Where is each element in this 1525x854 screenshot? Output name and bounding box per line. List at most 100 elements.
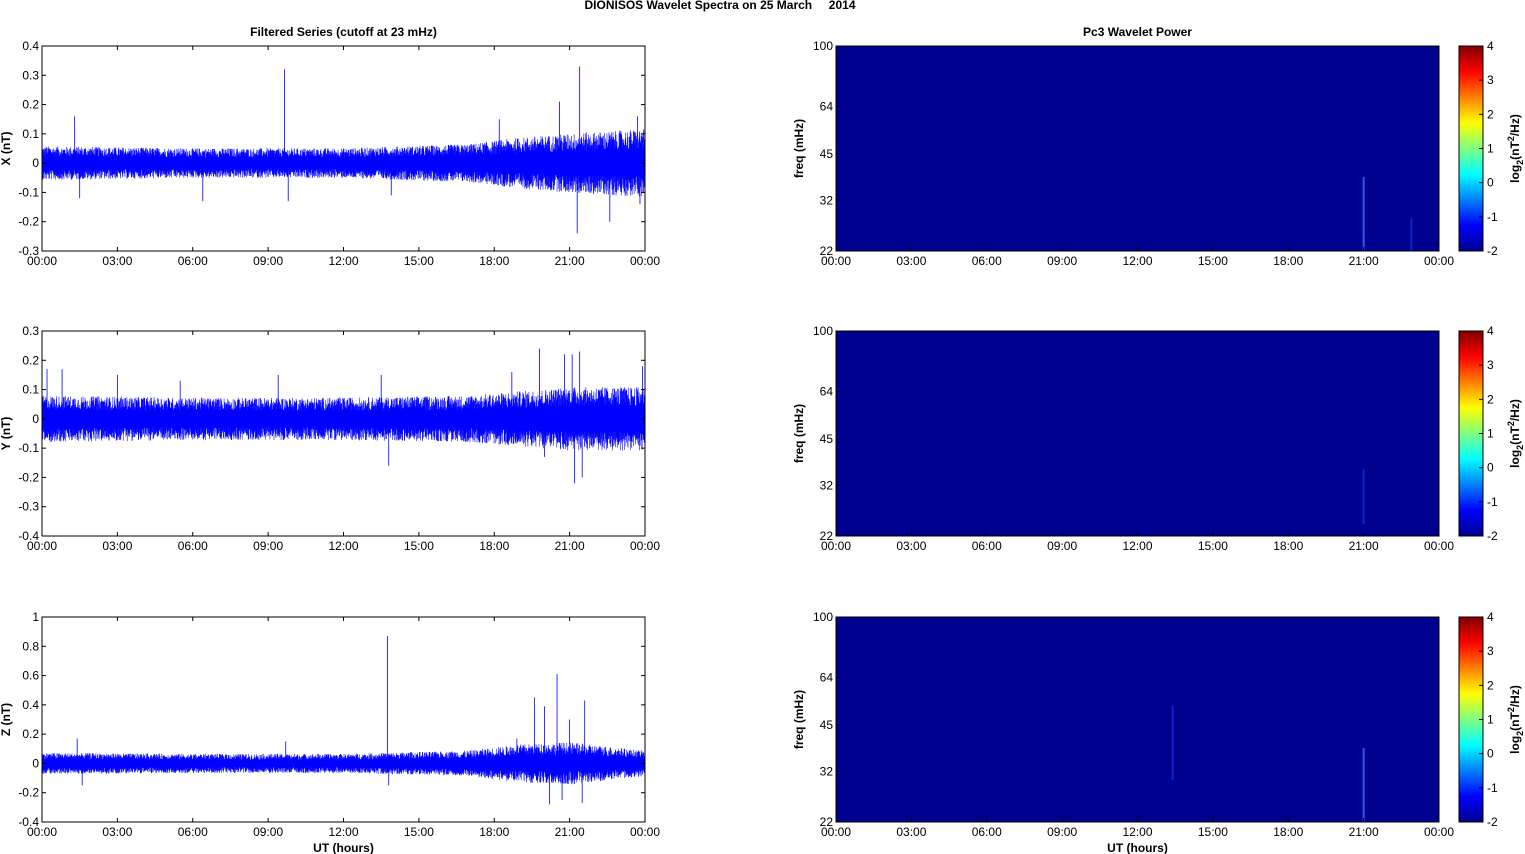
power-feature xyxy=(1171,705,1174,781)
y-tick-label: 0.6 xyxy=(22,669,39,683)
x-tick-label: 06:00 xyxy=(178,825,208,839)
x-tick-label: 18:00 xyxy=(1273,254,1303,268)
colorbar-label-part: /Hz) xyxy=(1508,399,1522,421)
y-tick-label: 32 xyxy=(820,478,834,492)
colorbar-tick-label: -1 xyxy=(1487,210,1498,224)
colorbar-tick-label: 0 xyxy=(1487,747,1494,761)
y-tick-label: 32 xyxy=(820,764,834,778)
colorbar-tick-label: 4 xyxy=(1487,610,1494,624)
colorbar-tick-label: 4 xyxy=(1487,324,1494,338)
colorbar-label-part: 2 xyxy=(1515,731,1525,736)
x-tick-label: 12:00 xyxy=(1122,254,1152,268)
y-tick-label: 64 xyxy=(820,384,834,398)
y-tick-label: 0 xyxy=(32,412,39,426)
x-tick-label: 21:00 xyxy=(1349,825,1379,839)
y-tick-label: 0.3 xyxy=(22,68,39,82)
y-tick-label: 0.2 xyxy=(22,353,39,367)
x-tick-label: 18:00 xyxy=(479,254,509,268)
y-tick-label: 32 xyxy=(820,193,834,207)
y-tick-label: 45 xyxy=(820,432,834,446)
y-tick-label: -0.3 xyxy=(18,244,39,258)
y-axis-label: Z (nT) xyxy=(0,703,13,736)
x-tick-label: 00:00 xyxy=(630,254,660,268)
y-tick-label: 22 xyxy=(820,244,834,258)
series-panel: 00:00 03:00 06:00 09:00 12:00 15:00 18:00 21:00… xyxy=(0,25,660,268)
x-tick-label: 12:00 xyxy=(328,539,358,553)
x-tick-label: 00:00 xyxy=(821,825,851,839)
power-feature xyxy=(1362,748,1365,822)
x-tick-label: 00:00 xyxy=(27,254,57,268)
power-map xyxy=(836,46,1439,251)
colorbar-label-part: 2 xyxy=(1515,445,1525,450)
x-tick-label: 00:00 xyxy=(821,539,851,553)
x-tick-label: 21:00 xyxy=(1349,539,1379,553)
x-tick-label: 15:00 xyxy=(404,825,434,839)
y-tick-label: 0.2 xyxy=(22,98,39,112)
plot-area xyxy=(42,617,645,822)
power-feature xyxy=(1362,469,1365,525)
colorbar-label-part: (nT xyxy=(1508,426,1522,445)
y-tick-label: 45 xyxy=(820,147,834,161)
y-tick-label: 1 xyxy=(32,610,39,624)
x-tick-label: 03:00 xyxy=(896,825,926,839)
x-tick-label: 21:00 xyxy=(1349,254,1379,268)
colorbar-label-part: 2 xyxy=(1506,421,1516,426)
x-tick-label: 09:00 xyxy=(1047,539,1077,553)
figure-title: DIONISOS Wavelet Spectra on 25 March 201… xyxy=(585,0,856,12)
y-tick-label: 64 xyxy=(820,99,834,113)
y-tick-label: -0.4 xyxy=(18,815,39,829)
y-tick-label: 0.8 xyxy=(22,639,39,653)
x-tick-label: 03:00 xyxy=(896,254,926,268)
x-tick-label: 03:00 xyxy=(896,539,926,553)
y-tick-label: 22 xyxy=(820,815,834,829)
x-tick-label: 12:00 xyxy=(1122,539,1152,553)
x-tick-label: 06:00 xyxy=(972,539,1002,553)
power-panel: 00:00 03:00 06:00 09:00 12:00 15:00 18:00 21:00… xyxy=(792,610,1525,854)
x-tick-label: 15:00 xyxy=(404,539,434,553)
x-tick-label: 18:00 xyxy=(1273,539,1303,553)
x-tick-label: 00:00 xyxy=(630,539,660,553)
x-tick-label: 09:00 xyxy=(1047,825,1077,839)
y-tick-label: -0.1 xyxy=(18,185,39,199)
x-tick-label: 06:00 xyxy=(972,825,1002,839)
x-tick-label: 18:00 xyxy=(1273,825,1303,839)
x-tick-label: 15:00 xyxy=(1198,254,1228,268)
y-tick-label: 100 xyxy=(813,610,833,624)
x-tick-label: 00:00 xyxy=(1424,539,1454,553)
y-tick-label: -0.3 xyxy=(18,500,39,514)
colorbar-tick-label: 2 xyxy=(1487,392,1494,406)
colorbar-tick-label: -2 xyxy=(1487,529,1498,543)
power-feature xyxy=(1362,177,1365,251)
x-tick-label: 15:00 xyxy=(404,254,434,268)
x-tick-label: 15:00 xyxy=(1198,825,1228,839)
y-tick-label: 0.3 xyxy=(22,324,39,338)
y-tick-label: 100 xyxy=(813,39,833,53)
colorbar-label-part: log xyxy=(1508,736,1522,754)
colorbar-tick-label: 1 xyxy=(1487,142,1494,156)
x-tick-label: 12:00 xyxy=(328,254,358,268)
x-tick-label: 09:00 xyxy=(1047,254,1077,268)
x-tick-label: 21:00 xyxy=(555,254,585,268)
colorbar-label-part: 2 xyxy=(1515,160,1525,165)
x-tick-label: 09:00 xyxy=(253,825,283,839)
colorbar-tick-label: 2 xyxy=(1487,107,1494,121)
power-panel: 00:00 03:00 06:00 09:00 12:00 15:00 18:00 21:00… xyxy=(792,25,1525,268)
y-tick-label: 0.1 xyxy=(22,127,39,141)
colorbar-label-part: 2 xyxy=(1506,136,1516,141)
colorbar-tick-label: -1 xyxy=(1487,495,1498,509)
x-tick-label: 06:00 xyxy=(178,539,208,553)
colorbar-label-part: log xyxy=(1508,165,1522,183)
colorbar-label: log2(nT2/Hz) xyxy=(1506,685,1525,754)
y-tick-label: -0.1 xyxy=(18,441,39,455)
colorbar-label: log2(nT2/Hz) xyxy=(1506,399,1525,468)
colorbar-label-part: (nT xyxy=(1508,141,1522,160)
x-tick-label: 09:00 xyxy=(253,254,283,268)
y-tick-label: 0.2 xyxy=(22,727,39,741)
x-tick-label: 03:00 xyxy=(102,254,132,268)
x-tick-label: 00:00 xyxy=(1424,825,1454,839)
y-axis-label: freq (mHz) xyxy=(792,404,806,463)
colorbar-label-part: 2 xyxy=(1506,707,1516,712)
panel-title: Filtered Series (cutoff at 23 mHz) xyxy=(250,25,437,39)
y-tick-label: 0.4 xyxy=(22,39,39,53)
